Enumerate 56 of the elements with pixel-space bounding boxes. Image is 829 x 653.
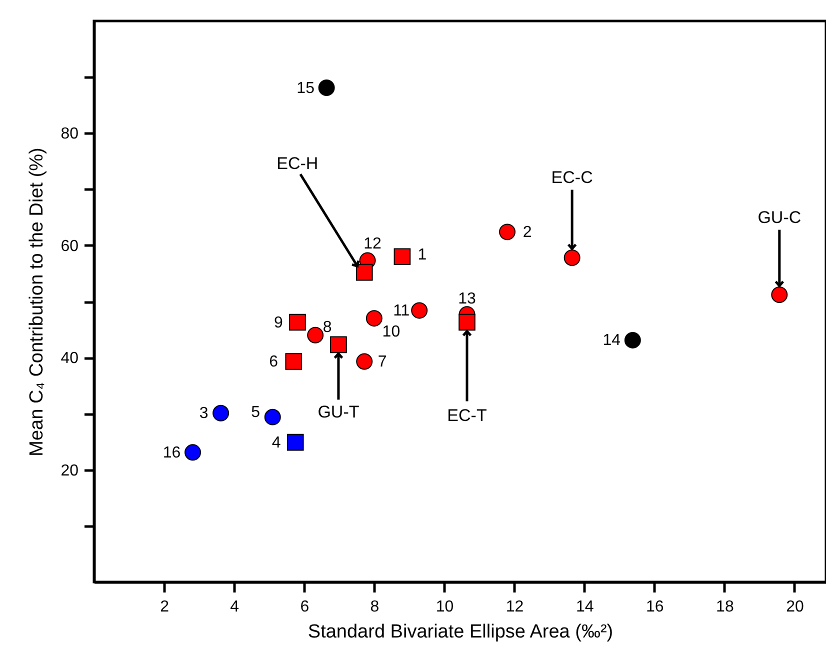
point xyxy=(411,302,428,319)
point xyxy=(356,264,373,281)
y-tick-label: 80 xyxy=(60,126,79,143)
annotation: 4 xyxy=(272,434,281,452)
annotation: GU-T xyxy=(318,402,360,422)
point xyxy=(184,444,202,461)
x-tick-label: 18 xyxy=(716,598,734,616)
point xyxy=(330,336,347,354)
point xyxy=(564,250,580,266)
annotation: GU-C xyxy=(758,208,802,227)
x-tick-label: 2 xyxy=(160,598,170,616)
annotation: 5 xyxy=(251,404,260,422)
y-tick-label: 20 xyxy=(60,462,79,480)
x-tick-label: 6 xyxy=(300,598,310,616)
point xyxy=(285,353,302,370)
annotation: EC-C xyxy=(551,168,593,187)
annotation: 13 xyxy=(458,290,476,308)
x-tick-label: 16 xyxy=(646,598,664,616)
annotation: 3 xyxy=(199,405,208,422)
annotation: 9 xyxy=(274,314,284,332)
x-tick-label: 8 xyxy=(370,598,380,616)
point xyxy=(318,80,335,96)
annotation: 15 xyxy=(296,80,315,97)
annotation: 7 xyxy=(378,354,387,371)
annotation: 11 xyxy=(393,302,410,320)
x-tick-label: 4 xyxy=(230,598,240,616)
annotation: 10 xyxy=(382,323,400,340)
annotation: EC-H xyxy=(276,154,318,174)
point xyxy=(212,404,230,422)
annotation: 12 xyxy=(364,236,382,253)
annotation: 2 xyxy=(522,224,532,241)
point xyxy=(366,310,382,327)
y-tick-label: 60 xyxy=(60,238,79,255)
annotation: EC-T xyxy=(447,406,487,426)
point xyxy=(394,248,411,266)
x-axis-title: Standard Bivariate Ellipse Area (‰²) xyxy=(308,622,614,642)
x-tick-label: 20 xyxy=(786,598,804,616)
annotation: 16 xyxy=(162,444,181,462)
x-tick-label: 10 xyxy=(436,598,454,616)
point xyxy=(458,314,476,331)
point xyxy=(356,353,373,370)
point xyxy=(307,326,324,344)
annotation: 8 xyxy=(322,319,332,336)
annotation: 1 xyxy=(418,246,427,264)
point xyxy=(264,408,281,426)
x-tick-label: 12 xyxy=(506,598,524,616)
point xyxy=(771,286,788,303)
annotation: 14 xyxy=(602,332,621,350)
y-axis-title: Mean C₄ Contribution to the Diet (%) xyxy=(26,148,48,456)
y-tick-label: 40 xyxy=(60,350,79,368)
annotation: 6 xyxy=(269,354,278,371)
point xyxy=(289,314,306,331)
point xyxy=(286,434,304,451)
point xyxy=(499,224,516,240)
x-tick-label: 14 xyxy=(576,598,594,616)
point xyxy=(624,332,641,348)
